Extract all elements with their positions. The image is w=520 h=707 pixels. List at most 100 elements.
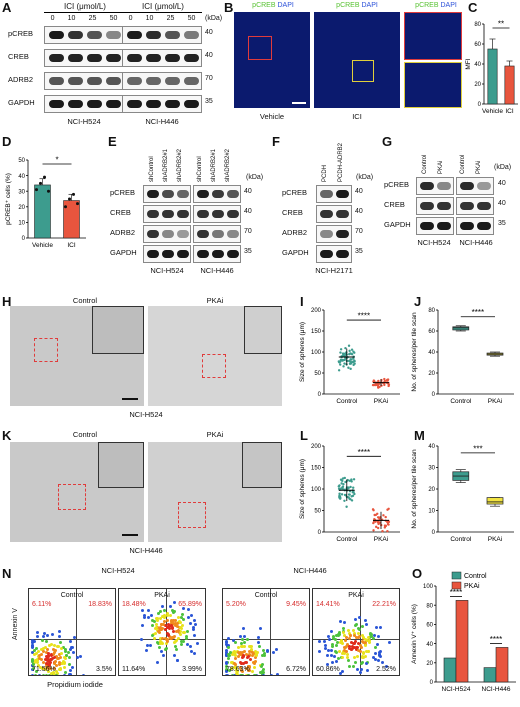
flow-event <box>82 674 86 675</box>
data-point <box>39 181 42 185</box>
y-axis-label: Size of spheres (μm) <box>299 322 306 382</box>
data-point <box>383 526 387 529</box>
flow-event <box>246 669 250 673</box>
flow-event <box>346 656 350 660</box>
flow-event <box>244 652 248 656</box>
blot-row <box>193 185 241 203</box>
y-tick-label: 0 <box>318 530 322 536</box>
flow-plot: PKAi 18.48% 65.89% 11.64% 3.99% <box>118 588 206 676</box>
panel-a-doses-2: 0 10 25 50 <box>122 15 202 22</box>
flow-event <box>240 656 244 660</box>
flow-event <box>164 642 168 646</box>
flow-event <box>365 622 369 626</box>
marker: 40 <box>205 52 213 59</box>
flow-event <box>345 652 349 656</box>
flow-event <box>38 666 42 670</box>
flow-event <box>32 666 36 670</box>
flow-event <box>261 662 265 666</box>
panel-g-row: CREB <box>384 200 405 209</box>
flow-event <box>62 661 66 665</box>
dose: 50 <box>109 15 118 22</box>
flow-event <box>35 630 39 634</box>
flow-event <box>33 661 37 665</box>
flow-event <box>258 670 262 674</box>
flow-event <box>76 656 80 660</box>
blot-row <box>122 49 202 67</box>
flow-event <box>352 629 356 633</box>
flow-event <box>174 630 178 634</box>
stain-green: pCREB <box>415 2 439 9</box>
marker: 35 <box>244 248 252 255</box>
y-tick-label: 30 <box>428 466 435 472</box>
flow-event <box>240 668 244 672</box>
flow-event <box>71 650 75 654</box>
panel-label-d: D <box>2 134 12 149</box>
bar <box>443 657 457 683</box>
y-tick-label: 10 <box>18 221 25 227</box>
data-point <box>343 352 347 355</box>
data-point <box>349 367 352 371</box>
data-point <box>341 485 345 488</box>
data-point <box>342 483 345 486</box>
marker: 40 <box>205 29 213 36</box>
panel-e-cell-line-1: NCI-H524 <box>150 266 184 275</box>
flow-event <box>354 640 358 644</box>
flow-event <box>55 674 59 675</box>
gate-line-vertical <box>76 589 78 675</box>
flow-event <box>36 659 40 663</box>
quadrant-ur: 9.45% <box>286 601 306 608</box>
blot-row <box>193 225 241 243</box>
flow-event <box>180 640 183 643</box>
flow-event <box>335 650 339 654</box>
quadrant-lr: 3.5% <box>96 666 112 673</box>
y-tick-label: 40 <box>428 444 435 450</box>
blot-row <box>44 26 124 44</box>
panel-k-condition-control: Control <box>72 430 98 439</box>
panel-b-stain-legend-3: pCREB DAPI <box>412 2 460 9</box>
marker: 70 <box>205 75 213 82</box>
panel-f-row: GAPDH <box>282 248 309 257</box>
flow-event <box>44 668 48 672</box>
flow-event <box>349 634 353 638</box>
legend-swatch <box>451 571 462 580</box>
flow-event <box>361 654 365 658</box>
flow-event <box>257 641 261 644</box>
dose: 0 <box>128 15 133 22</box>
data-point <box>349 362 353 365</box>
flow-event <box>171 635 175 639</box>
blot-row <box>143 205 191 223</box>
data-point <box>384 515 387 519</box>
flow-event <box>46 666 50 670</box>
x-tick-label: PKAi <box>374 398 388 405</box>
flow-event <box>227 646 231 650</box>
dose: 50 <box>187 15 196 22</box>
flow-event <box>341 652 345 656</box>
data-point <box>373 513 376 517</box>
flow-event <box>352 634 356 638</box>
flow-event <box>353 618 357 622</box>
flow-event <box>248 668 252 672</box>
panel-a-cell-line-2: NCI-H446 <box>145 117 179 126</box>
y-axis-label: Annexin V⁺ cells (%) <box>411 604 418 664</box>
legend-label: Control <box>464 573 487 580</box>
flow-event <box>163 636 167 640</box>
y-tick-label: 0 <box>318 392 322 398</box>
flow-event <box>35 661 39 665</box>
box <box>486 497 504 505</box>
quadrant-ul: 6.11% <box>32 601 52 608</box>
panel-label-m: M <box>414 428 425 443</box>
panel-label-a: A <box>2 0 12 15</box>
flow-event <box>51 647 55 651</box>
quadrant-lr: 6.72% <box>286 666 306 673</box>
data-point <box>386 520 389 524</box>
lane-label: PCDH <box>322 164 328 182</box>
flow-event <box>240 650 244 654</box>
flow-event <box>40 666 44 670</box>
flow-event <box>262 649 266 653</box>
flow-event <box>371 655 375 659</box>
data-point <box>64 205 67 209</box>
y-axis-label: No. of spheres/per tile scan <box>411 449 418 529</box>
flow-event <box>339 620 343 624</box>
flow-event <box>247 650 251 654</box>
flow-event <box>224 648 228 652</box>
